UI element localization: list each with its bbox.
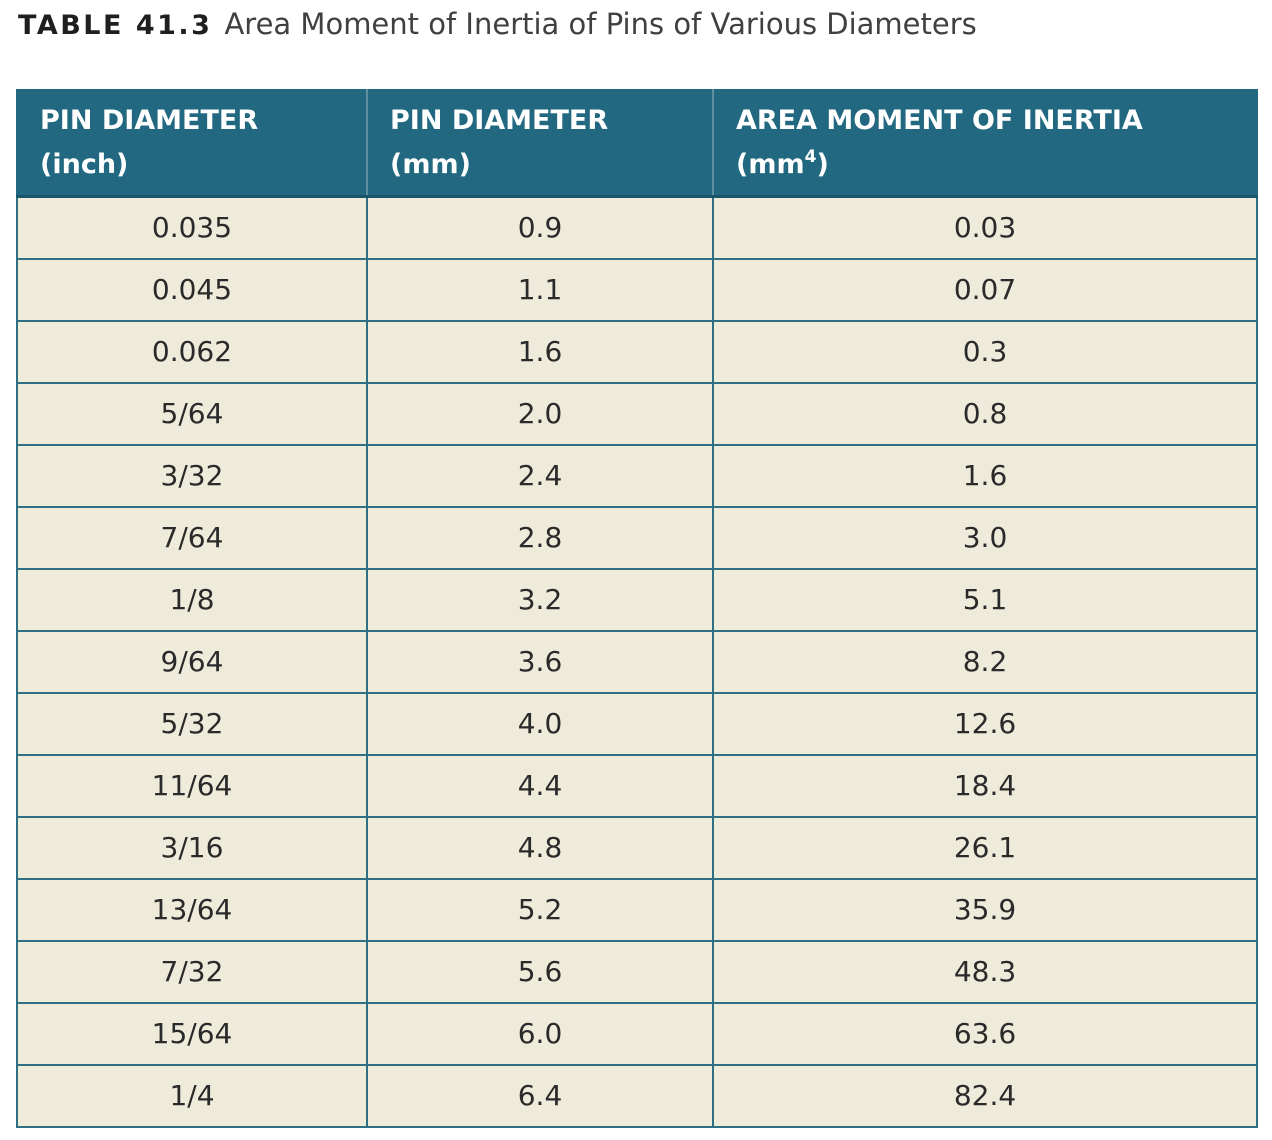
table-row: 0.062 1.6 0.3: [16, 319, 1258, 384]
cell-pin-diameter-inch: 5/32: [16, 691, 368, 756]
cell-pin-diameter-inch: 3/16: [16, 815, 368, 880]
table-caption: TABLE 41.3 Area Moment of Inertia of Pins…: [18, 4, 977, 44]
table-number: TABLE 41.3: [18, 10, 213, 41]
cell-pin-diameter-mm: 6.4: [366, 1063, 714, 1128]
cell-pin-diameter-inch: 0.062: [16, 319, 368, 384]
header-unit: (mm4): [736, 143, 1236, 187]
table-row: 7/32 5.6 48.3: [16, 939, 1258, 1004]
cell-pin-diameter-mm: 2.0: [366, 381, 714, 446]
header-unit: (inch): [40, 149, 129, 180]
cell-pin-diameter-mm: 1.6: [366, 319, 714, 384]
cell-area-moment-of-inertia: 0.03: [712, 195, 1258, 260]
table-row: 1/8 3.2 5.1: [16, 567, 1258, 632]
cell-area-moment-of-inertia: 3.0: [712, 505, 1258, 570]
cell-area-moment-of-inertia: 48.3: [712, 939, 1258, 1004]
cell-area-moment-of-inertia: 35.9: [712, 877, 1258, 942]
header-label: PIN DIAMETER: [40, 105, 259, 136]
table-row: 15/64 6.0 63.6: [16, 1001, 1258, 1066]
cell-pin-diameter-mm: 1.1: [366, 257, 714, 322]
cell-pin-diameter-mm: 4.4: [366, 753, 714, 818]
header-unit-exponent: 4: [804, 147, 817, 167]
cell-area-moment-of-inertia: 63.6: [712, 1001, 1258, 1066]
table-row: 1/4 6.4 82.4: [16, 1063, 1258, 1128]
header-pin-diameter-mm: PIN DIAMETER (mm): [366, 89, 714, 198]
table-header: PIN DIAMETER (inch) PIN DIAMETER (mm) AR…: [16, 89, 1258, 198]
pin-inertia-table: PIN DIAMETER (inch) PIN DIAMETER (mm) AR…: [16, 89, 1258, 1128]
cell-pin-diameter-inch: 1/4: [16, 1063, 368, 1128]
table-row: 3/16 4.8 26.1: [16, 815, 1258, 880]
header-unit: (mm): [390, 149, 471, 180]
cell-pin-diameter-inch: 0.035: [16, 195, 368, 260]
cell-area-moment-of-inertia: 1.6: [712, 443, 1258, 508]
cell-pin-diameter-inch: 11/64: [16, 753, 368, 818]
cell-pin-diameter-mm: 2.4: [366, 443, 714, 508]
cell-pin-diameter-mm: 4.8: [366, 815, 714, 880]
table-row: 0.035 0.9 0.03: [16, 195, 1258, 260]
header-label: PIN DIAMETER: [390, 105, 609, 136]
cell-pin-diameter-inch: 0.045: [16, 257, 368, 322]
cell-pin-diameter-mm: 0.9: [366, 195, 714, 260]
cell-area-moment-of-inertia: 12.6: [712, 691, 1258, 756]
cell-area-moment-of-inertia: 0.07: [712, 257, 1258, 322]
cell-pin-diameter-mm: 2.8: [366, 505, 714, 570]
cell-pin-diameter-mm: 5.2: [366, 877, 714, 942]
cell-area-moment-of-inertia: 26.1: [712, 815, 1258, 880]
table-row: 5/32 4.0 12.6: [16, 691, 1258, 756]
cell-area-moment-of-inertia: 82.4: [712, 1063, 1258, 1128]
cell-area-moment-of-inertia: 5.1: [712, 567, 1258, 632]
table-row: 11/64 4.4 18.4: [16, 753, 1258, 818]
cell-area-moment-of-inertia: 0.3: [712, 319, 1258, 384]
header-row: PIN DIAMETER (inch) PIN DIAMETER (mm) AR…: [16, 89, 1258, 198]
table-row: 13/64 5.2 35.9: [16, 877, 1258, 942]
header-unit-base: (mm: [736, 149, 805, 180]
cell-area-moment-of-inertia: 8.2: [712, 629, 1258, 694]
header-area-moment-of-inertia: AREA MOMENT OF INERTIA (mm4): [712, 89, 1258, 198]
cell-area-moment-of-inertia: 0.8: [712, 381, 1258, 446]
table-row: 9/64 3.6 8.2: [16, 629, 1258, 694]
cell-pin-diameter-mm: 3.2: [366, 567, 714, 632]
cell-pin-diameter-mm: 4.0: [366, 691, 714, 756]
table-row: 7/64 2.8 3.0: [16, 505, 1258, 570]
header-unit-close: ): [816, 149, 829, 180]
cell-area-moment-of-inertia: 18.4: [712, 753, 1258, 818]
cell-pin-diameter-inch: 3/32: [16, 443, 368, 508]
cell-pin-diameter-inch: 15/64: [16, 1001, 368, 1066]
cell-pin-diameter-mm: 5.6: [366, 939, 714, 1004]
header-label: AREA MOMENT OF INERTIA: [736, 105, 1143, 136]
cell-pin-diameter-mm: 6.0: [366, 1001, 714, 1066]
cell-pin-diameter-inch: 7/64: [16, 505, 368, 570]
cell-pin-diameter-mm: 3.6: [366, 629, 714, 694]
table-row: 0.045 1.1 0.07: [16, 257, 1258, 322]
cell-pin-diameter-inch: 1/8: [16, 567, 368, 632]
table-row: 5/64 2.0 0.8: [16, 381, 1258, 446]
table-title: Area Moment of Inertia of Pins of Variou…: [224, 7, 977, 41]
cell-pin-diameter-inch: 7/32: [16, 939, 368, 1004]
table-row: 3/32 2.4 1.6: [16, 443, 1258, 508]
cell-pin-diameter-inch: 9/64: [16, 629, 368, 694]
table-body: 0.035 0.9 0.03 0.045 1.1 0.07 0.062 1.6 0.3 5/64 2…: [16, 195, 1258, 1128]
header-pin-diameter-inch: PIN DIAMETER (inch): [16, 89, 368, 198]
cell-pin-diameter-inch: 5/64: [16, 381, 368, 446]
cell-pin-diameter-inch: 13/64: [16, 877, 368, 942]
